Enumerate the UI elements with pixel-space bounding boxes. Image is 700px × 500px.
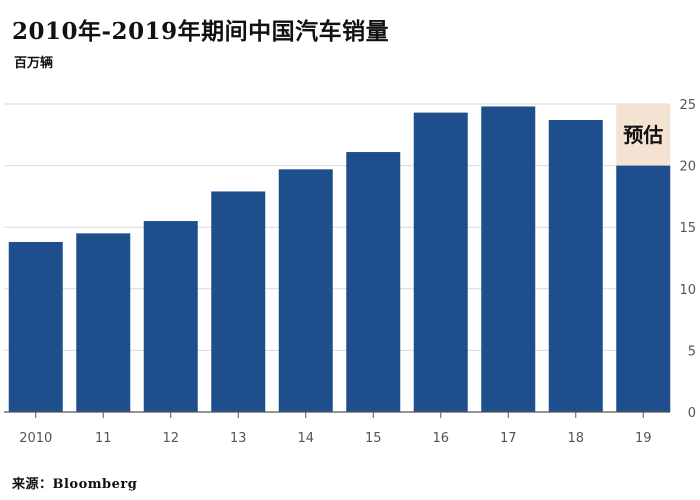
estimate-band	[616, 104, 671, 166]
bars	[8, 106, 671, 413]
annotations: 预估	[623, 123, 663, 147]
unit-label: 百万辆	[14, 56, 54, 71]
axes: 0 5 10 15 20 25 2010 11 12 13 14 15 16 17 18 19	[4, 98, 696, 446]
y-tick-label: 25	[679, 98, 696, 113]
bar	[143, 221, 198, 412]
x-tick-label: 14	[297, 431, 314, 446]
estimate-band-layer	[616, 104, 671, 166]
bar	[211, 191, 266, 412]
y-tick-label: 15	[679, 221, 696, 236]
bar	[8, 241, 63, 412]
x-tick-label: 17	[500, 431, 517, 446]
chart-title: 2010年-2019年期间中国汽车销量	[12, 18, 390, 45]
bar	[616, 165, 671, 412]
bar	[548, 120, 603, 413]
x-tick-label: 19	[635, 431, 652, 446]
y-tick-label: 0	[688, 406, 696, 421]
bar	[278, 169, 333, 412]
estimate-label: 预估	[623, 123, 663, 147]
x-tick-label: 11	[95, 431, 112, 446]
x-tick-label: 18	[567, 431, 584, 446]
bar	[481, 106, 536, 413]
bar	[413, 112, 468, 413]
y-tick-label: 20	[679, 160, 696, 175]
bar	[76, 233, 131, 412]
x-tick-label: 13	[230, 431, 247, 446]
x-tick-label: 2010	[19, 431, 52, 446]
y-tick-label: 10	[679, 283, 696, 298]
x-tick-label: 16	[432, 431, 449, 446]
x-tick-label: 15	[365, 431, 382, 446]
bar	[346, 152, 401, 412]
y-tick-label: 5	[688, 344, 696, 359]
source-note: 来源：Bloomberg	[12, 477, 138, 492]
x-tick-label: 12	[162, 431, 179, 446]
